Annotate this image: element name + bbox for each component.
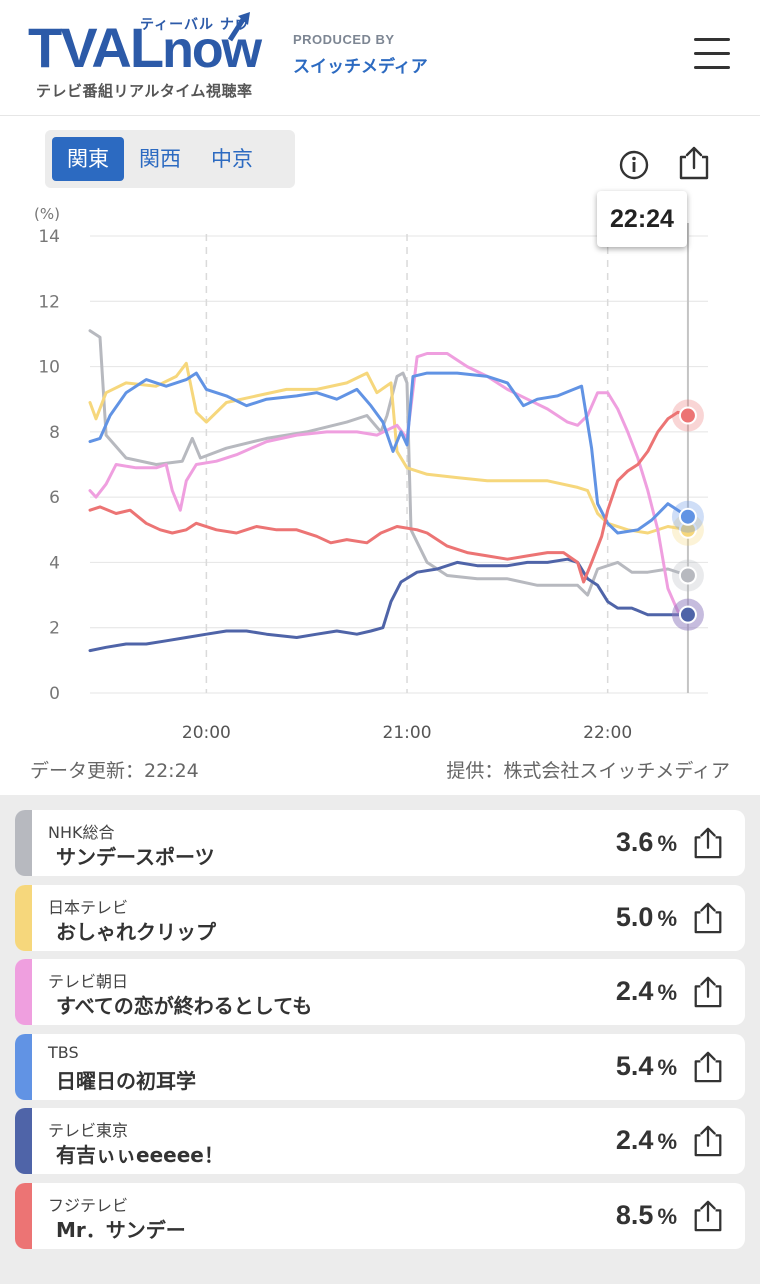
station-name: TBS bbox=[48, 1042, 79, 1062]
channel-card-tbs[interactable]: TBS 日曜日の初耳学 5.4% bbox=[15, 1033, 745, 1100]
series-line-tbs bbox=[88, 371, 690, 535]
rating-number: 3.6 bbox=[615, 827, 654, 857]
channel-card-tx[interactable]: テレビ東京有吉ぃぃeeeee！ 2.4% bbox=[15, 1108, 745, 1174]
program-title: 有吉ぃぃeeeee！ bbox=[56, 1143, 224, 1167]
y-tick-label: 4 bbox=[49, 553, 60, 573]
share-icon[interactable] bbox=[691, 1199, 725, 1233]
rating-unit: % bbox=[657, 1203, 677, 1229]
rating-value: 8.5% bbox=[616, 1200, 677, 1231]
rating-number: 2.4 bbox=[615, 1125, 654, 1155]
rating-value: 2.4% bbox=[616, 1125, 677, 1156]
y-tick-label: 10 bbox=[38, 358, 60, 378]
rating-unit: % bbox=[657, 980, 677, 1005]
logo-kana: ティーバル ナウ bbox=[140, 17, 250, 33]
station-name: 日本テレビ bbox=[48, 897, 129, 917]
tab-kansai[interactable]: 関西 bbox=[139, 147, 181, 171]
channel-color-bar bbox=[15, 810, 32, 876]
info-icon[interactable] bbox=[616, 147, 652, 183]
rating-value: 3.6% bbox=[616, 827, 677, 858]
region-tabs: 関東 関西 中京 bbox=[45, 130, 295, 188]
logo-arrow-icon bbox=[227, 12, 250, 42]
y-tick-label: 2 bbox=[49, 619, 60, 639]
channel-card-fuji[interactable]: フジテレビ Mr．サンデー 8.5% bbox=[15, 1182, 745, 1249]
share-icon[interactable] bbox=[691, 1124, 725, 1158]
series-line-tx bbox=[88, 557, 690, 653]
channel-list: NHK総合 サンデースポーツ 3.6% 日本テレビ おしゃれクリップ 5.0% テレビ朝日す… bbox=[0, 795, 760, 1284]
rating-unit: % bbox=[657, 831, 677, 856]
y-tick-label: 14 bbox=[38, 227, 60, 247]
series-marker-fuji bbox=[678, 406, 697, 425]
y-axis-unit-label: (%) bbox=[34, 205, 60, 223]
ratings-line-chart: (%) 0 2 4 6 8 10 12 14 20:00 21:00 22:00 bbox=[34, 205, 708, 743]
series-line-fuji bbox=[88, 410, 690, 584]
series-line-ntv bbox=[88, 361, 690, 535]
rating-unit: % bbox=[657, 1054, 677, 1080]
program-title: おしゃれクリップ bbox=[56, 919, 216, 944]
logo-subtitle: テレビ番組リアルタイム視聴率 bbox=[36, 82, 253, 100]
y-tick-label: 12 bbox=[38, 292, 60, 312]
rating-number: 5.0 bbox=[615, 901, 654, 932]
time-tooltip: 22:24 bbox=[597, 191, 687, 247]
share-icon[interactable] bbox=[691, 1050, 725, 1084]
channel-color-bar bbox=[15, 1182, 32, 1249]
channel-card-asahi[interactable]: テレビ朝日すべての恋が終わるとしても 2.4% bbox=[15, 959, 745, 1025]
tab-kanto[interactable]: 関東 bbox=[52, 137, 124, 181]
tvalnow-logo[interactable]: TVALnow ティーバル ナウ テレビ番組リアルタイム視聴率 bbox=[28, 12, 262, 102]
app-header: TVALnow ティーバル ナウ テレビ番組リアルタイム視聴率 PRODUCED… bbox=[0, 0, 760, 116]
rating-value: 2.4% bbox=[616, 976, 677, 1007]
rating-unit: % bbox=[657, 1129, 677, 1154]
channel-card-nhk[interactable]: NHK総合サンデースポーツ 3.6% bbox=[15, 810, 745, 876]
program-title: 日曜日の初耳学 bbox=[56, 1068, 196, 1093]
rating-value: 5.0% bbox=[616, 902, 677, 933]
series-line-asahi bbox=[88, 352, 690, 617]
producer-name[interactable]: スイッチメディア bbox=[293, 57, 428, 77]
y-tick-label: 0 bbox=[49, 684, 60, 704]
data-updated-label: データ更新：22:24 bbox=[30, 760, 199, 782]
rating-value: 5.4% bbox=[616, 1051, 677, 1082]
logo-wordmark: TVALnow bbox=[28, 16, 262, 79]
x-tick-label: 20:00 bbox=[182, 723, 231, 743]
station-name: フジテレビ bbox=[48, 1195, 129, 1215]
rating-number: 8.5 bbox=[615, 1199, 654, 1230]
rating-number: 2.4 bbox=[615, 976, 654, 1006]
produced-by-label: PRODUCED BY bbox=[293, 32, 395, 47]
x-tick-label: 22:00 bbox=[583, 723, 632, 743]
hamburger-menu-icon[interactable] bbox=[690, 36, 734, 72]
tab-chukyo[interactable]: 中京 bbox=[211, 147, 253, 171]
rating-number: 5.4 bbox=[615, 1050, 654, 1081]
channel-color-bar bbox=[15, 959, 32, 1025]
data-provider-label: 提供：株式会社スイッチメディア bbox=[446, 760, 730, 782]
program-title: すべての恋が終わるとしても bbox=[56, 994, 313, 1018]
channel-card-ntv[interactable]: 日本テレビ おしゃれクリップ 5.0% bbox=[15, 884, 745, 951]
share-icon[interactable] bbox=[691, 975, 725, 1009]
channel-color-bar bbox=[15, 1108, 32, 1174]
share-icon[interactable] bbox=[691, 901, 725, 935]
y-tick-label: 8 bbox=[49, 423, 60, 443]
series-marker-tx bbox=[678, 605, 697, 624]
series-line-nhk bbox=[88, 329, 690, 597]
channel-color-bar bbox=[15, 1033, 32, 1100]
station-name: テレビ東京 bbox=[48, 1121, 129, 1140]
share-icon[interactable] bbox=[691, 826, 725, 860]
x-tick-label: 21:00 bbox=[383, 723, 432, 743]
share-icon[interactable] bbox=[676, 145, 712, 181]
rating-unit: % bbox=[657, 905, 677, 931]
series-marker-tbs bbox=[678, 507, 697, 526]
y-tick-label: 6 bbox=[49, 488, 60, 508]
program-title: サンデースポーツ bbox=[56, 845, 215, 869]
station-name: NHK総合 bbox=[48, 823, 115, 842]
station-name: テレビ朝日 bbox=[48, 972, 129, 991]
channel-color-bar bbox=[15, 884, 32, 951]
series-marker-nhk bbox=[678, 566, 697, 585]
program-title: Mr．サンデー bbox=[56, 1217, 186, 1242]
